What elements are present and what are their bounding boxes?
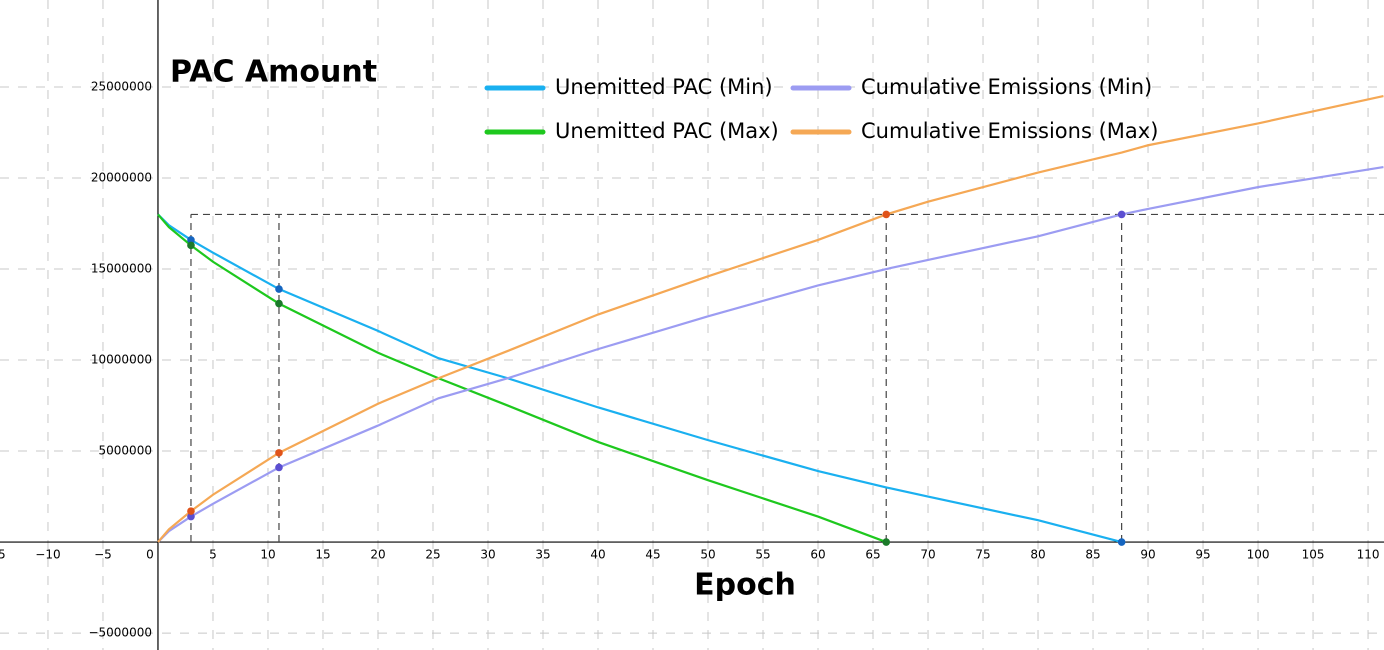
x-tick-label: −15 [0,548,6,562]
x-tick-label: 105 [1302,548,1325,562]
y-tick-label: 10000000 [91,353,152,367]
y-tick-label: 20000000 [91,171,152,185]
point-marker [275,449,283,457]
x-tick-label: 100 [1247,548,1270,562]
point-marker [882,210,891,219]
x-tick-label: 10 [260,548,275,562]
x-tick-label: 110 [1357,548,1380,562]
x-tick-label: 20 [370,548,385,562]
y-tick-label: 5000000 [99,444,152,458]
x-tick-label: 75 [975,548,990,562]
x-tick-label: 0 [146,548,154,562]
x-tick-label: 55 [755,548,770,562]
point-marker [187,512,195,521]
y-tick-label: 15000000 [91,262,152,276]
x-tick-label: 30 [480,548,495,562]
legend-label: Cumulative Emissions (Max) [861,119,1158,143]
x-tick-label: 60 [810,548,825,562]
y-tick-label: 25000000 [91,80,152,94]
x-tick-label: 35 [535,548,550,562]
x-tick-label: 5 [209,548,217,562]
legend-label: Unemitted PAC (Max) [555,119,779,143]
series-line [157,213,887,544]
point-marker [882,538,891,546]
point-marker [275,299,283,308]
x-tick-label: 80 [1030,548,1045,562]
x-tick-label: −5 [94,548,112,562]
point-marker [1117,210,1126,219]
x-tick-label: 45 [645,548,660,562]
y-tick-label: −5000000 [88,626,152,640]
chart-title: PAC Amount [170,55,377,90]
point-marker [275,463,283,472]
x-tick-label: 95 [1195,548,1210,562]
x-tick-label: 15 [315,548,330,562]
x-tick-label: −10 [35,548,60,562]
series-line [157,95,1384,543]
x-tick-label: 40 [590,548,605,562]
point-marker [187,507,195,515]
x-tick-label: 90 [1140,548,1155,562]
point-marker [275,285,283,293]
point-marker [187,236,195,244]
x-tick-label: 25 [425,548,440,562]
legend-label: Unemitted PAC (Min) [555,75,773,99]
series-line [157,213,1122,544]
x-tick-label: 50 [700,548,715,562]
x-tick-label: 65 [865,548,880,562]
point-marker [1117,538,1126,546]
x-tick-label: 70 [920,548,935,562]
series-line [157,166,1384,543]
legend-label: Cumulative Emissions (Min) [861,75,1152,99]
x-tick-label: 85 [1085,548,1100,562]
x-axis-label: Epoch [694,568,796,603]
point-marker [187,241,195,250]
